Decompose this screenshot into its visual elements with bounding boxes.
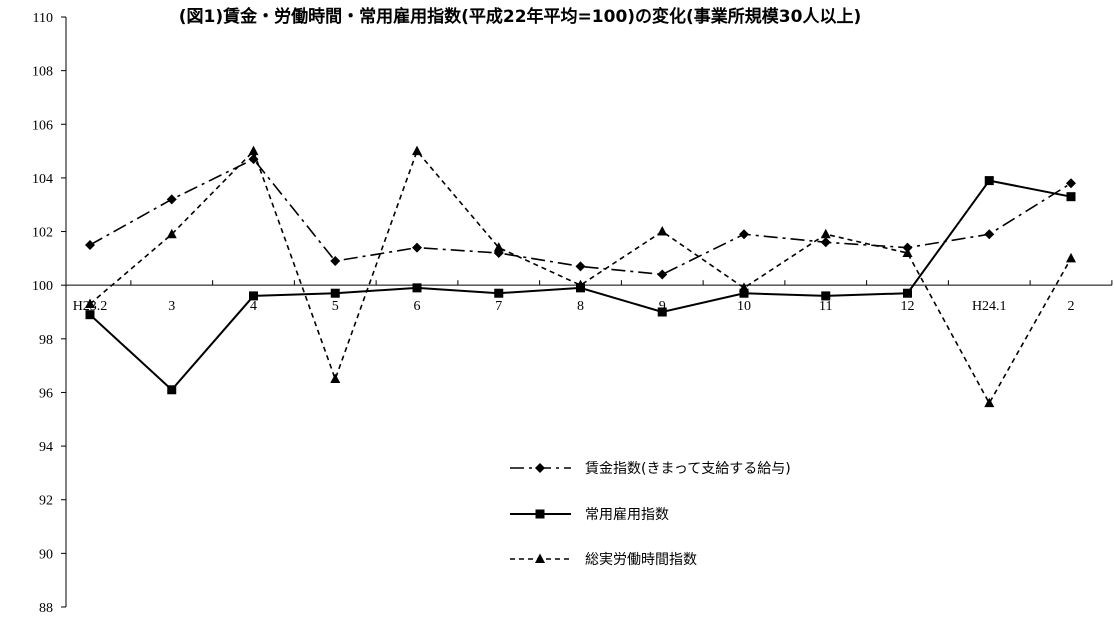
- legend-employment-index-marker: [535, 509, 545, 519]
- employment-index-point: [494, 288, 504, 298]
- legend-hours-index-marker: [535, 553, 545, 563]
- hours-index-point: [984, 397, 995, 408]
- y-tick-label: 108: [32, 65, 53, 80]
- employment-index-point: [984, 176, 994, 186]
- y-tick-label: 100: [32, 279, 53, 294]
- employment-index-point: [903, 288, 912, 298]
- legend-wage-index-marker: [535, 463, 545, 473]
- x-tick-label: 5: [332, 299, 339, 314]
- employment-index-point: [657, 307, 667, 317]
- x-tick-label: 4: [250, 299, 257, 314]
- x-tick-label: H24.1: [972, 299, 1007, 314]
- wage-index-point: [412, 242, 422, 253]
- hours-index-point: [248, 145, 259, 156]
- employment-index-point: [821, 291, 831, 301]
- employment-index-point: [249, 291, 258, 301]
- y-tick-label: 98: [39, 333, 53, 348]
- hours-index-point: [657, 226, 668, 236]
- hours-index-line: [89, 149, 1072, 405]
- y-tick-label: 104: [32, 172, 53, 187]
- y-tick-label: 106: [32, 118, 53, 133]
- y-tick-label: 110: [33, 11, 53, 26]
- employment-index-point: [167, 385, 177, 395]
- employment-index-point: [1066, 192, 1076, 202]
- hours-index-point: [166, 228, 177, 239]
- wage-index-point: [739, 229, 749, 240]
- x-tick-label: 11: [819, 299, 832, 314]
- hours-index-point: [330, 373, 341, 384]
- wage-index-point: [85, 239, 95, 250]
- hours-index-point: [1066, 252, 1076, 263]
- axes: [61, 16, 1113, 608]
- hours-index-point: [820, 228, 831, 239]
- legend-employment-index-label: 常用雇用指数: [585, 506, 669, 523]
- chart-title: (図1)賃金・労働時間・常用雇用指数(平成22年平均=100)の変化(事業所規模…: [179, 6, 862, 27]
- wage-index-point: [657, 269, 668, 280]
- wage-index-point: [1066, 178, 1076, 189]
- wage-index-line: [89, 158, 1072, 276]
- x-tick-label: 7: [495, 299, 502, 314]
- y-tick-label: 94: [39, 440, 53, 455]
- hours-index-point: [493, 242, 504, 252]
- wage-index-point: [330, 256, 341, 267]
- wage-index-point: [248, 154, 259, 165]
- x-tick-labels: H23.23456789101112H24.12: [73, 299, 1075, 314]
- wage-index-point: [166, 194, 177, 205]
- hours-index-point: [412, 145, 422, 156]
- hours-index-point: [575, 279, 586, 290]
- x-tick-label: 6: [414, 299, 421, 314]
- employment-index-point: [85, 310, 95, 320]
- series-lines: [89, 149, 1072, 405]
- employment-index-point: [412, 283, 422, 293]
- y-tick-labels: 110 108 106 104 102 100 98 96 94 92 90 88: [32, 11, 53, 616]
- y-tick-label: 102: [32, 226, 53, 241]
- hours-index-point: [85, 298, 95, 308]
- hours-index-point: [902, 247, 913, 257]
- employment-index-point: [739, 288, 749, 298]
- hours-index-point: [739, 282, 749, 292]
- x-tick-label: 12: [901, 299, 915, 314]
- wage-index-point: [575, 261, 586, 272]
- y-tick-label: 90: [39, 547, 53, 562]
- x-tick-label: 8: [577, 299, 584, 314]
- legend-hours-index-label: 総実労働時間指数: [585, 552, 697, 568]
- x-tick-label: 3: [168, 299, 175, 314]
- wage-index-point: [820, 237, 831, 248]
- y-tick-label: 96: [39, 386, 53, 401]
- series-markers: [85, 145, 1076, 408]
- y-tick-label: 88: [39, 601, 53, 616]
- employment-index-point: [330, 288, 340, 298]
- x-tick-label: 10: [737, 299, 751, 314]
- y-tick-label: 92: [39, 494, 53, 509]
- x-tick-label: 2: [1068, 299, 1075, 314]
- wage-index-point: [984, 229, 995, 240]
- x-tick-label: 9: [659, 299, 666, 314]
- legend-wage-index-label: 賃金指数(きまって支給する給与): [585, 461, 791, 477]
